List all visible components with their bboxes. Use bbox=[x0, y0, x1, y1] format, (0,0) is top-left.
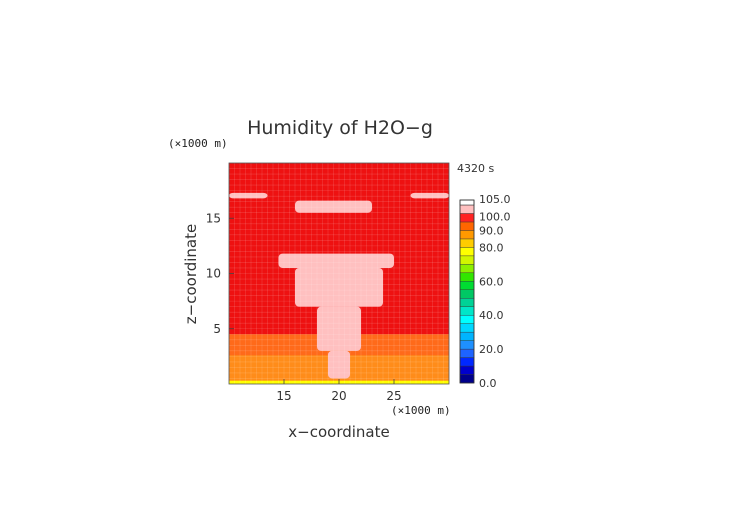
colorbar-tick-label: 40.0 bbox=[479, 309, 504, 322]
x-axis-ticks: 15 20 25 bbox=[276, 379, 402, 403]
colorbar-level bbox=[459, 323, 475, 333]
colorbar-level bbox=[459, 238, 475, 248]
colorbar-level bbox=[459, 289, 475, 299]
x-tick-label: 20 bbox=[331, 389, 346, 403]
region-saturated-3 bbox=[229, 192, 268, 199]
region-saturated-5 bbox=[410, 192, 449, 199]
y-unit-label: (×1000 m) bbox=[168, 137, 228, 150]
colorbar-level bbox=[459, 204, 475, 214]
region-saturated-6 bbox=[278, 253, 394, 268]
colorbar-level bbox=[459, 255, 475, 265]
region-saturated-8 bbox=[317, 306, 361, 351]
colorbar-tick-label: 60.0 bbox=[479, 275, 504, 288]
chart-title: Humidity of H2O−g bbox=[247, 117, 433, 139]
colorbar-frame bbox=[459, 199, 475, 384]
x-axis-label: x−coordinate bbox=[288, 423, 389, 441]
y-axis-ticks: 5 10 15 bbox=[206, 211, 234, 336]
colorbar-level bbox=[459, 331, 475, 341]
colorbar-tick-label: 105.0 bbox=[479, 193, 511, 206]
x-tick-label: 15 bbox=[276, 389, 291, 403]
x-tick-label: 25 bbox=[386, 389, 401, 403]
region-saturated-7 bbox=[295, 267, 383, 307]
colorbar-tick-label: 80.0 bbox=[479, 241, 504, 254]
y-axis-label: z−coordinate bbox=[182, 224, 200, 324]
colorbar-level bbox=[459, 348, 475, 358]
colorbar-tick-label: 100.0 bbox=[479, 210, 511, 223]
colorbar-level bbox=[459, 365, 475, 375]
colorbar-level bbox=[459, 298, 475, 307]
colorbar-level bbox=[459, 213, 475, 223]
colorbar-overflow bbox=[459, 199, 475, 206]
region-saturated-9 bbox=[328, 350, 350, 379]
colorbar-tick-label: 90.0 bbox=[479, 224, 504, 237]
colorbar-level bbox=[459, 264, 475, 274]
colorbar-level bbox=[459, 230, 475, 240]
heatmap-plot-area bbox=[229, 163, 449, 384]
colorbar-level bbox=[459, 247, 475, 257]
colorbar-level bbox=[459, 357, 475, 367]
colorbar-level bbox=[459, 374, 475, 384]
x-unit-label: (×1000 m) bbox=[391, 404, 451, 417]
region-saturated-4 bbox=[295, 200, 372, 213]
heatmap-grid bbox=[228, 162, 450, 385]
colorbar-tick-label: 20.0 bbox=[479, 343, 504, 356]
colorbar-level bbox=[459, 306, 475, 316]
colorbar-level bbox=[459, 340, 475, 350]
colorbar-level bbox=[459, 272, 475, 282]
colorbar-level bbox=[459, 221, 475, 231]
y-tick-label: 10 bbox=[206, 267, 221, 281]
colorbar-level bbox=[459, 281, 475, 290]
colorbar-level bbox=[459, 314, 475, 324]
timestamp-label: 4320 s bbox=[457, 162, 494, 175]
y-tick-label: 5 bbox=[213, 322, 221, 336]
colorbar-tick-label: 0.0 bbox=[479, 377, 497, 390]
y-tick-label: 15 bbox=[206, 211, 221, 225]
